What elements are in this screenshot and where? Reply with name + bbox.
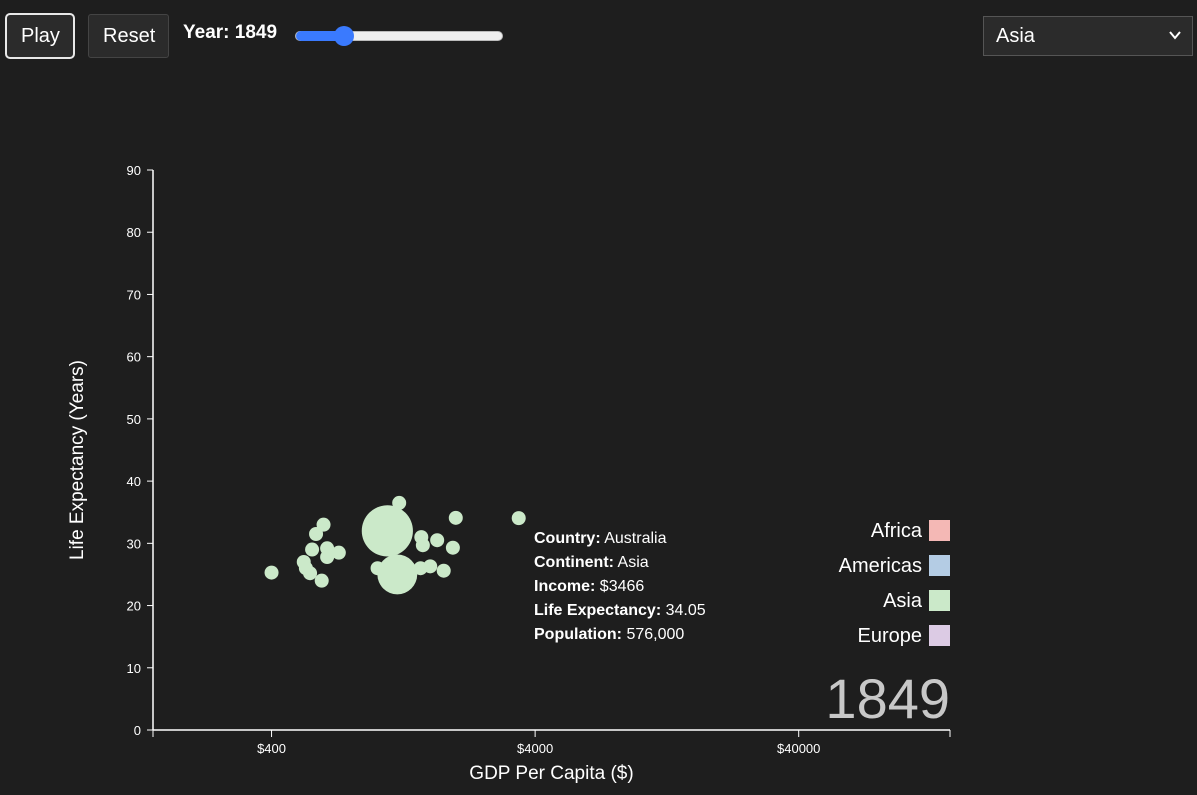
y-tick-label: 40 <box>127 474 141 489</box>
tooltip-life-expectancy: Life Expectancy: 34.05 <box>534 602 706 619</box>
data-point <box>436 563 451 578</box>
data-point <box>305 542 320 557</box>
data-point <box>314 573 329 588</box>
year-slider-fill <box>296 31 344 41</box>
x-tick-label: $400 <box>257 741 286 756</box>
legend-swatch <box>929 555 950 576</box>
data-point <box>448 510 463 525</box>
legend-swatch <box>929 520 950 541</box>
data-point <box>377 554 418 595</box>
data-point <box>370 561 385 576</box>
chevron-down-icon <box>1169 31 1181 40</box>
data-point <box>392 495 407 510</box>
x-tick-label: $4000 <box>517 741 553 756</box>
y-tick-label: 90 <box>127 163 141 178</box>
legend-swatch <box>929 625 950 646</box>
tooltip: Country: Australia Continent: Asia Incom… <box>534 527 706 647</box>
legend-label: Asia <box>883 590 923 612</box>
data-point <box>430 533 445 548</box>
y-tick-label: 10 <box>127 661 141 676</box>
continent-select[interactable]: Asia <box>983 16 1193 56</box>
y-axis-title: Life Expectancy (Years) <box>67 360 88 560</box>
play-button[interactable]: Play <box>5 13 75 59</box>
x-tick-label: $40000 <box>777 741 820 756</box>
x-axis-title: GDP Per Capita ($) <box>469 763 633 784</box>
data-point <box>309 527 324 541</box>
legend-label: Africa <box>871 520 923 542</box>
tooltip-population: Population: 576,000 <box>534 626 685 643</box>
y-tick-label: 70 <box>127 287 141 302</box>
tooltip-country: Country: Australia <box>534 530 667 547</box>
continent-select-value: Asia <box>996 25 1035 47</box>
y-tick-label: 80 <box>127 225 141 240</box>
year-slider-thumb[interactable] <box>333 26 354 46</box>
y-tick-label: 0 <box>134 723 141 738</box>
data-point <box>511 511 526 526</box>
tooltip-income: Income: $3466 <box>534 578 645 595</box>
year-label: Year: 1849 <box>183 22 278 43</box>
data-point <box>445 540 460 555</box>
legend-label: Europe <box>858 625 923 647</box>
year-watermark: 1849 <box>825 667 950 730</box>
data-point <box>331 545 346 560</box>
data-point <box>361 505 413 557</box>
reset-button[interactable]: Reset <box>88 14 169 58</box>
data-point <box>413 561 428 576</box>
data-point <box>414 530 429 545</box>
legend-label: Americas <box>839 555 922 577</box>
y-tick-label: 30 <box>127 536 141 551</box>
y-tick-label: 20 <box>127 599 141 614</box>
data-point <box>316 517 331 532</box>
data-point <box>303 566 318 581</box>
y-tick-label: 60 <box>127 350 141 365</box>
data-point <box>320 550 335 565</box>
y-tick-label: 50 <box>127 412 141 427</box>
data-point <box>264 565 279 580</box>
year-slider[interactable] <box>295 26 503 46</box>
legend-swatch <box>929 590 950 611</box>
tooltip-continent: Continent: Asia <box>534 554 649 571</box>
